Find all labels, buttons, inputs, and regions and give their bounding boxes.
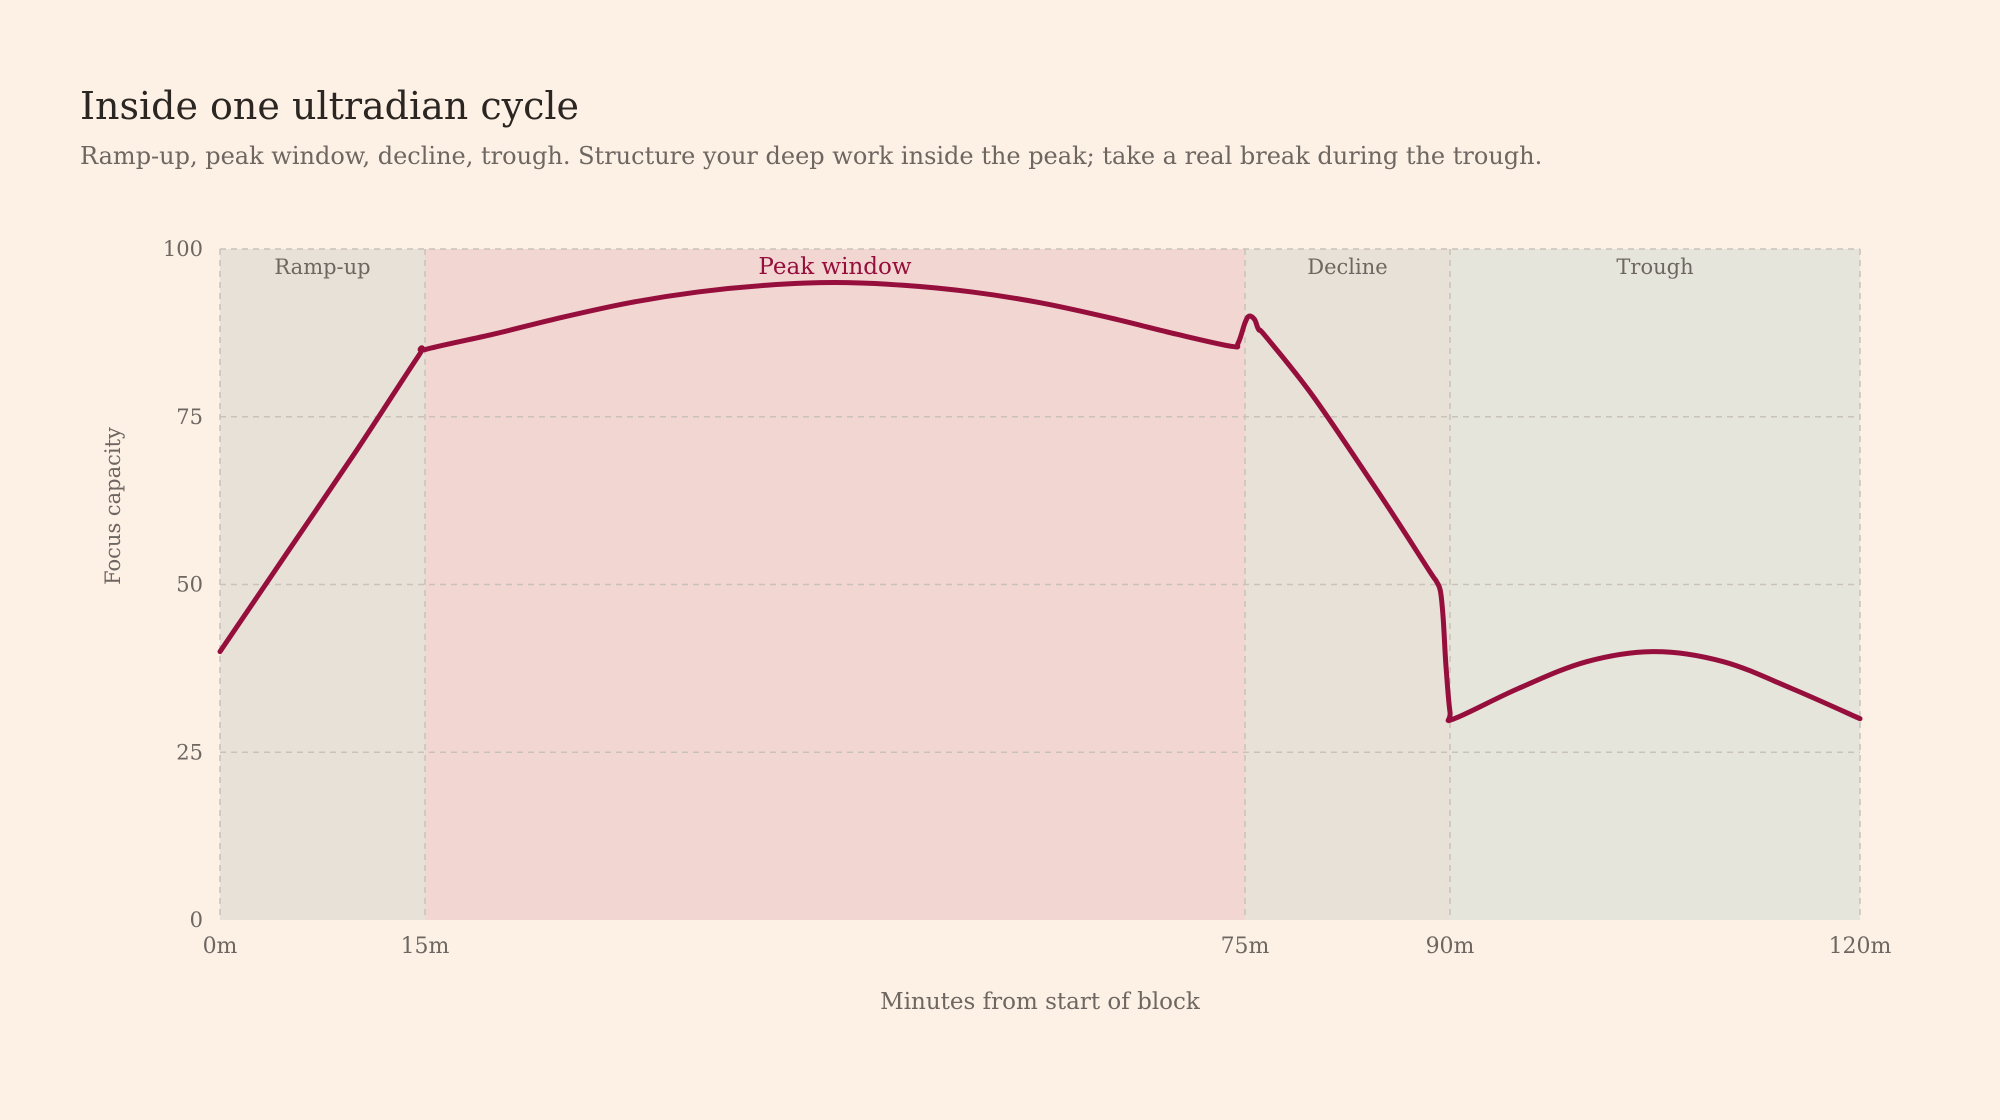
x-axis-label: Minutes from start of block (880, 989, 1201, 1015)
x-tick-label: 120m (1829, 934, 1892, 959)
series-group (217, 280, 1863, 724)
x-tick-label: 15m (401, 934, 450, 959)
phase-label: Trough (1616, 255, 1693, 279)
y-tick-label: 25 (176, 740, 203, 764)
phase-label: Peak window (758, 254, 911, 280)
y-tick-label: 100 (163, 237, 203, 261)
phase-dividers (219, 249, 1861, 920)
focus-capacity-line (217, 280, 1863, 724)
grid-lines (220, 248, 1860, 753)
y-axis-label: Focus capacity (101, 427, 125, 585)
x-tick-label: 75m (1221, 934, 1270, 959)
x-axis-ticks: 0m 15m 75m 90m 120m (203, 934, 1892, 959)
chart-subtitle: Ramp-up, peak window, decline, trough. S… (80, 142, 1543, 170)
y-tick-label: 75 (176, 405, 203, 429)
x-tick-label: 0m (203, 934, 238, 959)
phase-labels: Ramp-up Peak window Decline Trough (274, 254, 1693, 280)
phase-label: Ramp-up (274, 255, 370, 279)
phase-label: Decline (1307, 255, 1387, 279)
x-tick-label: 90m (1426, 934, 1475, 959)
y-axis-ticks: 0 25 50 75 100 (163, 237, 203, 932)
y-tick-label: 50 (176, 573, 203, 597)
chart-title: Inside one ultradian cycle (80, 84, 580, 128)
y-tick-label: 0 (190, 908, 203, 932)
